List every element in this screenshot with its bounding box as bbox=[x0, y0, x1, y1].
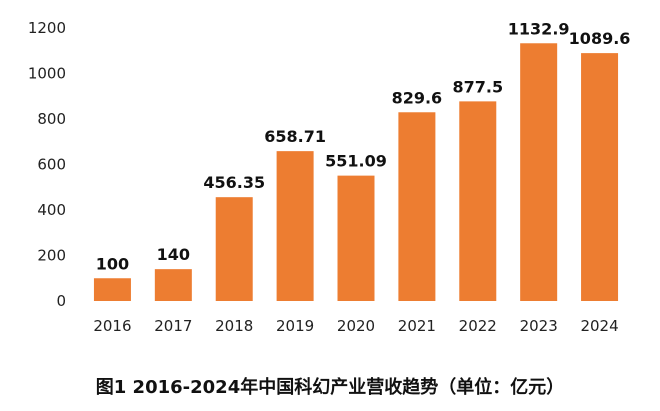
data-labels-group: 100 140 456.35 658.71 551.09 829.6 877.5 1132.9… bbox=[96, 19, 631, 273]
x-tick-label: 2016 bbox=[93, 317, 131, 335]
data-label-2016: 100 bbox=[96, 254, 129, 273]
bar-2024 bbox=[581, 53, 619, 302]
data-label-2021: 829.6 bbox=[392, 88, 443, 107]
bar-2023 bbox=[520, 43, 558, 301]
x-axis: 2016 2017 2018 2019 2020 2021 2022 2023 2024 bbox=[93, 317, 618, 335]
x-tick-label: 2018 bbox=[215, 317, 253, 335]
data-label-2024: 1089.6 bbox=[569, 29, 631, 48]
y-tick-label: 600 bbox=[37, 156, 66, 174]
bar-2017 bbox=[154, 269, 192, 301]
x-tick-label: 2019 bbox=[276, 317, 314, 335]
bar-2019 bbox=[276, 151, 314, 301]
data-label-2019: 658.71 bbox=[264, 127, 326, 146]
data-label-2018: 456.35 bbox=[203, 173, 265, 192]
y-tick-label: 400 bbox=[37, 201, 66, 219]
y-axis: 0 200 400 600 800 1000 1200 bbox=[28, 19, 66, 310]
y-tick-label: 0 bbox=[56, 292, 66, 310]
x-tick-label: 2022 bbox=[459, 317, 497, 335]
data-label-2017: 140 bbox=[157, 245, 190, 264]
y-tick-label: 1000 bbox=[28, 65, 66, 83]
data-label-2023: 1132.9 bbox=[508, 19, 570, 38]
chart-title: 图1 2016-2024年中国科幻产业营收趋势（单位：亿元） bbox=[96, 376, 564, 398]
x-tick-label: 2020 bbox=[337, 317, 375, 335]
x-tick-label: 2017 bbox=[154, 317, 192, 335]
data-label-2020: 551.09 bbox=[325, 152, 387, 171]
bar-2016 bbox=[93, 278, 131, 301]
bar-2018 bbox=[215, 197, 253, 301]
x-tick-label: 2024 bbox=[580, 317, 618, 335]
data-label-2022: 877.5 bbox=[452, 77, 503, 96]
y-tick-label: 1200 bbox=[28, 19, 66, 37]
x-tick-label: 2021 bbox=[398, 317, 436, 335]
y-tick-label: 200 bbox=[37, 247, 66, 265]
y-tick-label: 800 bbox=[37, 110, 66, 128]
bar-2020 bbox=[337, 175, 375, 301]
x-tick-label: 2023 bbox=[520, 317, 558, 335]
bar-2022 bbox=[459, 101, 497, 302]
bars-group bbox=[93, 43, 619, 302]
bar-2021 bbox=[398, 112, 436, 302]
